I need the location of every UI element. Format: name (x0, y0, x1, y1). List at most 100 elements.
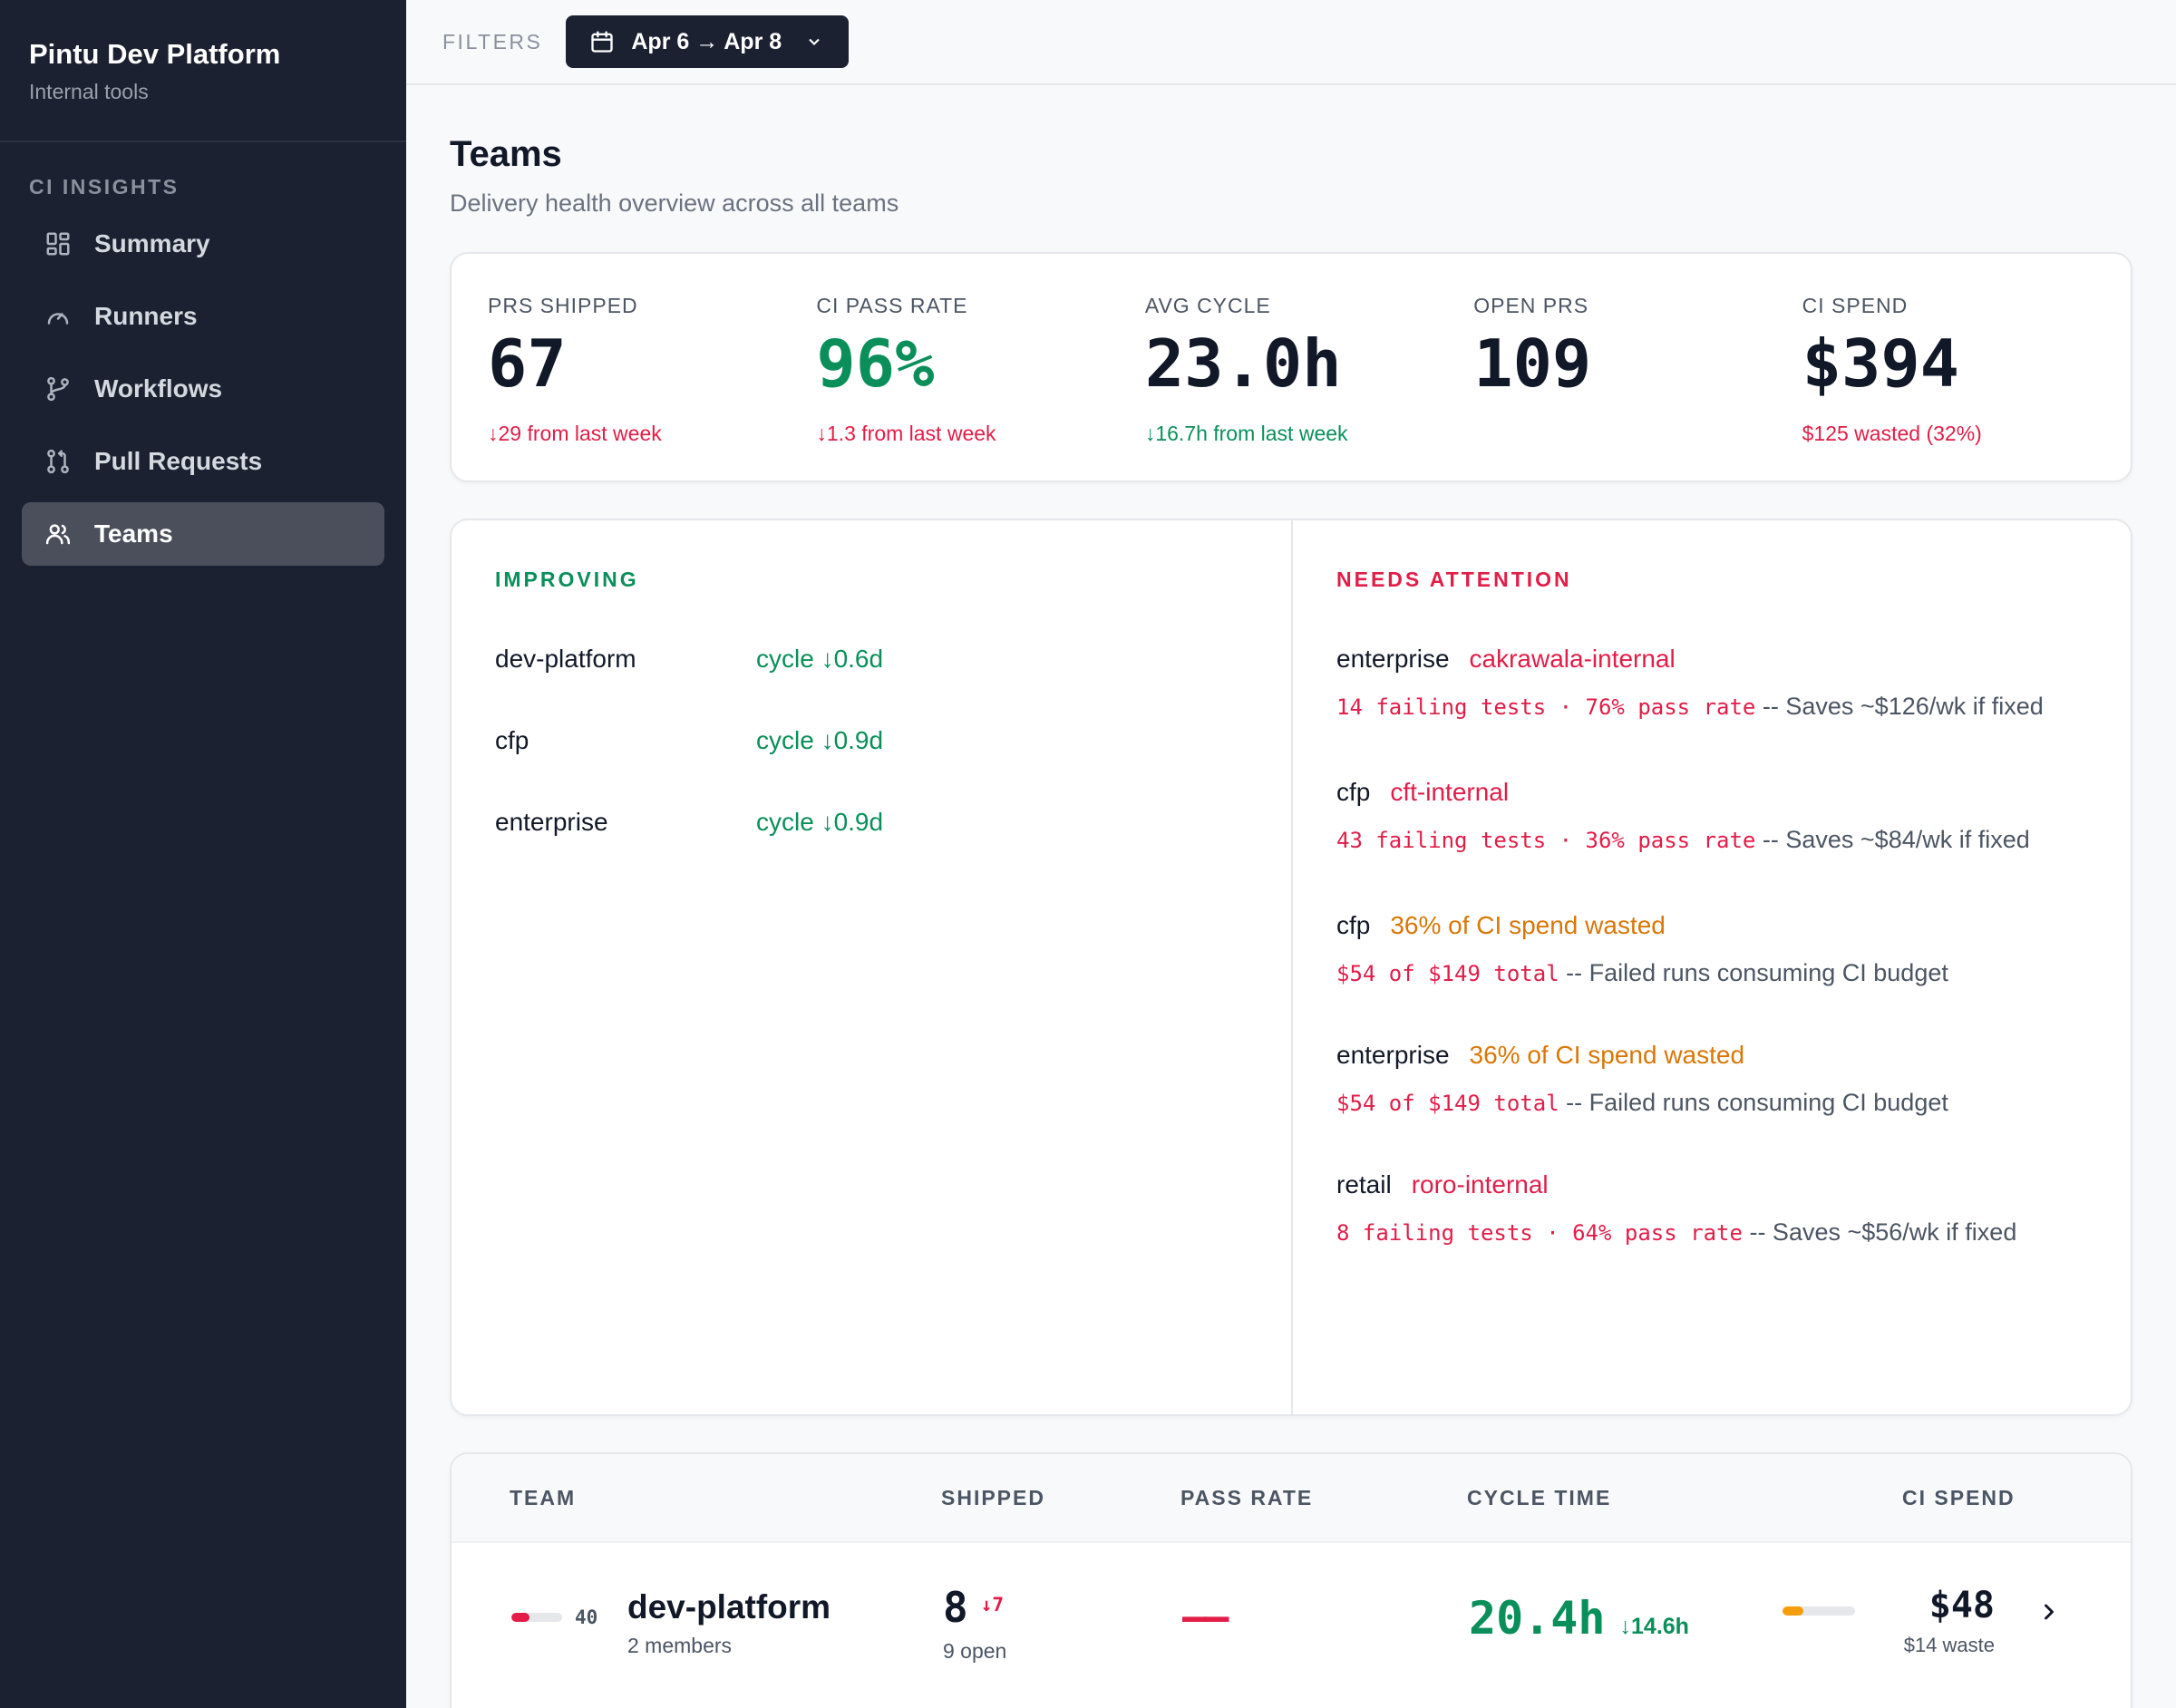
brand: Pintu Dev Platform Internal tools (0, 0, 406, 142)
insights-card: IMPROVING dev-platform cycle ↓0.6d cfp c… (450, 519, 2132, 1416)
improvement-metric: cycle ↓0.6d (756, 645, 884, 673)
issue-metric: $54 of $149 total (1336, 1091, 1559, 1116)
brand-title: Pintu Dev Platform (29, 38, 281, 70)
sidebar-item-label: Teams (94, 519, 173, 548)
sidebar: Pintu Dev Platform Internal tools CI INS… (0, 0, 406, 1708)
issue-metric: 43 failing tests · 36% pass rate (1336, 828, 1756, 853)
issue-note: -- Failed runs consuming CI budget (1566, 1089, 1948, 1116)
stat-ci-pass-rate: CI PASS RATE 96% ↓1.3 from last week (816, 294, 1144, 480)
column-header-pass-rate[interactable]: PASS RATE (1180, 1485, 1314, 1509)
cycle-time-cell: 20.4h ↓14.6h (1469, 1592, 1689, 1645)
issue-label: 36% of CI spend wasted (1469, 1041, 1745, 1069)
team-name: cfp (495, 726, 529, 754)
improving-row[interactable]: dev-platform cycle ↓0.6d (495, 645, 1248, 674)
cycle-time-value: 20.4h (1469, 1592, 1606, 1645)
team-name: enterprise (1336, 645, 1450, 673)
sidebar-item-label: Workflows (94, 374, 223, 403)
column-header-cycle-time[interactable]: CYCLE TIME (1467, 1485, 1612, 1509)
attention-item[interactable]: enterprise 36% of CI spend wasted $54 of … (1336, 1041, 2087, 1121)
stat-value: 23.0h (1144, 325, 1342, 402)
issue-label: cakrawala-internal (1469, 645, 1676, 673)
date-range-button[interactable]: Apr 6 → Apr 8 (566, 15, 850, 68)
spend-value: $48 (1928, 1585, 1995, 1626)
improving-row[interactable]: enterprise cycle ↓0.9d (495, 808, 1248, 837)
stat-open-prs: OPEN PRS 109 (1473, 294, 1802, 480)
team-name: retail (1336, 1170, 1392, 1199)
attention-item[interactable]: enterprise cakrawala-internal 14 failing … (1336, 645, 2087, 725)
issue-note: -- Failed runs consuming CI budget (1566, 959, 1948, 986)
column-header-shipped[interactable]: SHIPPED (941, 1485, 1045, 1509)
git-pull-request-icon (44, 447, 73, 476)
score-bar (511, 1613, 562, 1622)
stat-note: ↓29 from last week (488, 422, 662, 445)
team-name: cfp (1336, 778, 1371, 806)
waste-value: $14 waste (1903, 1634, 1995, 1656)
stat-label: CI PASS RATE (816, 294, 968, 317)
spend-bar (1783, 1606, 1855, 1616)
team-score: 40 (511, 1606, 597, 1628)
column-header-team[interactable]: TEAM (510, 1485, 577, 1509)
spend-bar-wrap (1783, 1606, 1855, 1616)
attention-item[interactable]: cfp cft-internal 43 failing tests · 36% p… (1336, 778, 2087, 859)
team-cell: dev-platform 2 members (627, 1588, 831, 1658)
git-branch-icon (44, 374, 73, 403)
issue-label: roro-internal (1411, 1170, 1549, 1199)
attention-column: NEEDS ATTENTION enterprise cakrawala-inte… (1291, 520, 2131, 1414)
improvement-metric: cycle ↓0.9d (756, 808, 884, 836)
sidebar-item-pull-requests[interactable]: Pull Requests (22, 430, 384, 493)
stat-note: ↓16.7h from last week (1144, 422, 1348, 445)
sidebar-item-teams[interactable]: Teams (22, 502, 384, 566)
grid-icon (44, 229, 73, 258)
score-value: 40 (575, 1606, 598, 1628)
table-row[interactable]: 40 dev-platform 2 members 8 ↓7 9 open ——… (452, 1543, 2131, 1679)
stat-ci-spend: CI SPEND $394 $125 wasted (32%) (1802, 294, 2131, 480)
team-name: enterprise (1336, 1041, 1450, 1069)
stat-label: CI SPEND (1802, 294, 1909, 317)
sidebar-item-label: Summary (94, 229, 210, 257)
team-name: cfp (1336, 911, 1371, 939)
attention-item[interactable]: cfp 36% of CI spend wasted $54 of $149 to… (1336, 911, 2087, 992)
team-name: enterprise (495, 808, 608, 836)
stat-note: $125 wasted (32%) (1802, 422, 1982, 445)
issue-note: -- Saves ~$84/wk if fixed (1762, 826, 2030, 853)
users-icon (44, 519, 73, 548)
improving-row[interactable]: cfp cycle ↓0.9d (495, 726, 1248, 755)
stat-label: AVG CYCLE (1144, 294, 1271, 317)
page-title: Teams (450, 134, 562, 174)
date-range-label: Apr 6 → Apr 8 (631, 28, 782, 54)
score-bar-fill (511, 1613, 529, 1622)
stat-note: ↓1.3 from last week (816, 422, 996, 445)
spend-cell: $48 $14 waste (1904, 1585, 1995, 1657)
stat-label: OPEN PRS (1473, 294, 1589, 317)
issue-label: cft-internal (1390, 778, 1510, 806)
stat-value: 109 (1473, 325, 1592, 402)
column-header-ci-spend[interactable]: CI SPEND (1902, 1485, 2016, 1509)
table-header: TEAM SHIPPED PASS RATE CYCLE TIME CI SPE… (452, 1454, 2131, 1543)
chevron-down-icon (805, 33, 823, 51)
team-members: 2 members (627, 1634, 733, 1657)
sidebar-item-label: Runners (94, 302, 198, 330)
sidebar-item-workflows[interactable]: Workflows (22, 357, 384, 421)
improvement-metric: cycle ↓0.9d (756, 726, 884, 754)
cycle-time-delta: ↓14.6h (1619, 1614, 1689, 1639)
issue-note: -- Saves ~$126/wk if fixed (1762, 693, 2044, 720)
attention-item[interactable]: retail roro-internal 8 failing tests · 64… (1336, 1170, 2087, 1251)
issue-metric: $54 of $149 total (1336, 961, 1559, 986)
stat-avg-cycle: AVG CYCLE 23.0h ↓16.7h from last week (1145, 294, 1473, 480)
team-name: dev-platform (627, 1588, 831, 1626)
calendar-icon (589, 29, 615, 54)
chevron-right-icon[interactable] (2036, 1599, 2062, 1625)
sidebar-item-runners[interactable]: Runners (22, 285, 384, 348)
shipped-delta: ↓7 (980, 1594, 1004, 1616)
sidebar-item-label: Pull Requests (94, 447, 263, 475)
teams-table: TEAM SHIPPED PASS RATE CYCLE TIME CI SPE… (450, 1452, 2132, 1708)
spend-bar-fill (1783, 1606, 1804, 1616)
shipped-value: 8 (943, 1583, 968, 1632)
brand-subtitle: Internal tools (29, 80, 149, 103)
team-name: dev-platform (495, 645, 636, 673)
pass-rate-value: —— (1182, 1592, 1229, 1641)
open-count: 9 open (943, 1639, 1007, 1663)
improving-column: IMPROVING dev-platform cycle ↓0.6d cfp c… (452, 520, 1291, 1414)
sidebar-item-summary[interactable]: Summary (22, 212, 384, 276)
issue-label: 36% of CI spend wasted (1390, 911, 1666, 939)
